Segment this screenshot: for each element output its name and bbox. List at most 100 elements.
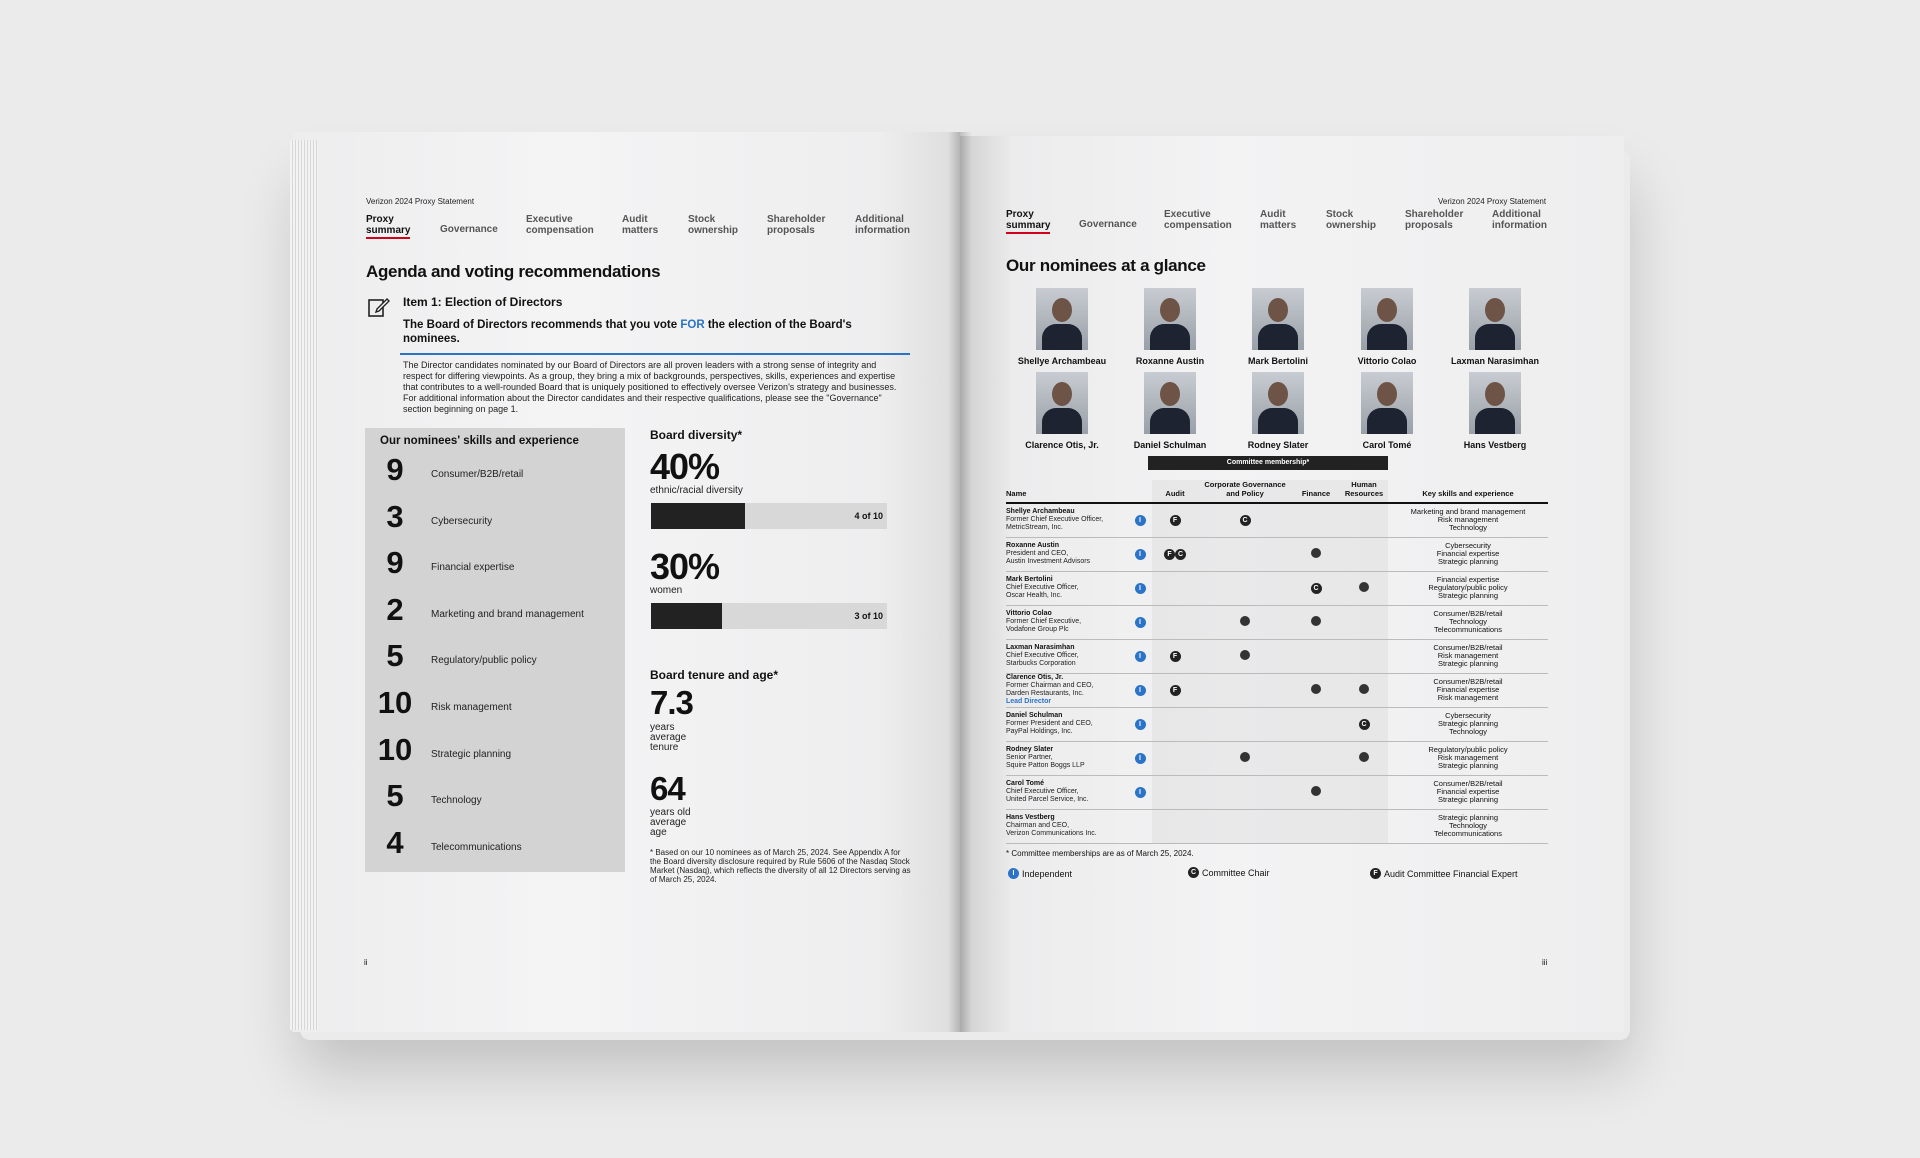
skill-label: Financial expertise bbox=[431, 562, 515, 574]
skill-row: 2 Marketing and brand management bbox=[365, 592, 625, 638]
skills-cell: Consumer/B2B/retail Financial expertise … bbox=[1388, 775, 1548, 810]
nominee-name: Vittorio Colao bbox=[1357, 356, 1417, 366]
row-org: Vodafone Group Plc bbox=[1006, 626, 1069, 633]
chair-icon: C bbox=[1188, 867, 1199, 878]
tab-additional-information[interactable]: Additional information bbox=[1492, 209, 1547, 231]
skills-title: Our nominees' skills and experience bbox=[380, 435, 579, 447]
skill-label: Strategic planning bbox=[431, 748, 512, 760]
skill-row: 10 Strategic planning bbox=[365, 732, 625, 778]
tab-executive-compensation[interactable]: Executive compensation bbox=[526, 214, 594, 236]
tab-governance[interactable]: Governance bbox=[1079, 219, 1137, 230]
member-dot bbox=[1240, 616, 1250, 626]
col-audit: Audit bbox=[1152, 480, 1198, 504]
member-dot bbox=[1240, 650, 1250, 660]
skill-label: Technology bbox=[431, 795, 482, 807]
audit-cell bbox=[1152, 571, 1198, 606]
nominee-name: Shellye Archambeau bbox=[1017, 356, 1107, 366]
tab-proxy-summary[interactable]: Proxy summary bbox=[366, 214, 411, 239]
recommendation: The Board of Directors recommends that y… bbox=[403, 318, 903, 346]
nominee-name: Hans Vestberg bbox=[1463, 440, 1527, 450]
hr-cell bbox=[1340, 537, 1388, 572]
row-role: Chairman and CEO, bbox=[1006, 822, 1070, 829]
tab-shareholder-proposals[interactable]: Shareholder proposals bbox=[1405, 209, 1464, 231]
skill-row: 5 Technology bbox=[365, 778, 625, 824]
doc-title: Verizon 2024 Proxy Statement bbox=[1438, 197, 1547, 206]
skills-cell: Regulatory/public policy Risk management… bbox=[1388, 741, 1548, 776]
independent-cell: I bbox=[1128, 605, 1152, 640]
row-org: Darden Restaurants, Inc. bbox=[1006, 690, 1084, 697]
skill-count: 4 bbox=[386, 824, 404, 860]
recommend-text: The Board of Directors recommends that y… bbox=[403, 319, 681, 331]
skill-count: 5 bbox=[386, 778, 404, 814]
tab-stock-ownership[interactable]: Stock ownership bbox=[688, 214, 739, 236]
row-role: Former President and CEO, bbox=[1006, 720, 1093, 727]
skill-count: 2 bbox=[386, 591, 404, 627]
independent-cell: I bbox=[1128, 571, 1152, 606]
page-edges bbox=[290, 140, 318, 1030]
chair-icon: C bbox=[1358, 718, 1370, 730]
nominee-name: Clarence Otis, Jr. bbox=[1025, 440, 1099, 450]
women-percent: 30% bbox=[650, 546, 720, 587]
legend-chair: C Committee Chair bbox=[1188, 867, 1270, 878]
cgp-cell bbox=[1198, 639, 1292, 674]
ethnic-bar: 4 of 10 bbox=[651, 503, 887, 529]
page-heading: Our nominees at a glance bbox=[1006, 256, 1206, 275]
finance-cell bbox=[1292, 707, 1340, 742]
doc-title: Verizon 2024 Proxy Statement bbox=[366, 197, 475, 206]
page-number: ii bbox=[364, 958, 368, 967]
tenure-caption: years average tenure bbox=[650, 722, 687, 753]
chair-icon: C bbox=[1175, 548, 1186, 560]
row-name: Laxman Narasimhan bbox=[1006, 644, 1075, 651]
independent-cell: I bbox=[1128, 775, 1152, 810]
skill-row: 5 Regulatory/public policy bbox=[365, 638, 625, 684]
footnote: * Based on our 10 nominees as of March 2… bbox=[650, 848, 911, 884]
tab-governance[interactable]: Governance bbox=[440, 224, 498, 235]
hr-cell: C bbox=[1340, 707, 1388, 742]
skill-row: 9 Consumer/B2B/retail bbox=[365, 452, 625, 498]
independent-icon: I bbox=[1134, 684, 1146, 696]
skill-count: 9 bbox=[386, 452, 404, 487]
tab-additional-information[interactable]: Additional information bbox=[855, 214, 910, 236]
page-number: iii bbox=[1542, 958, 1548, 967]
independent-icon: I bbox=[1134, 718, 1146, 730]
nominee-photo bbox=[1144, 288, 1196, 350]
tab-executive-compensation[interactable]: Executive compensation bbox=[1164, 209, 1232, 231]
diversity-title: Board diversity* bbox=[650, 428, 743, 442]
nominee-photo bbox=[1252, 372, 1304, 434]
nominee-cell: Rodney Slater Senior Partner, Squire Pat… bbox=[1006, 741, 1128, 776]
row-name: Daniel Schulman bbox=[1006, 712, 1063, 719]
tab-audit-matters[interactable]: Audit matters bbox=[622, 214, 659, 236]
audit-cell: F bbox=[1152, 503, 1198, 538]
nominee-cell: Mark Bertolini Chief Executive Officer, … bbox=[1006, 571, 1128, 606]
women-caption: women bbox=[650, 585, 683, 596]
row-role: Former Chairman and CEO, bbox=[1006, 682, 1094, 689]
skill-label: Regulatory/public policy bbox=[431, 655, 537, 667]
table-row: Hans Vestberg Chairman and CEO, Verizon … bbox=[1006, 809, 1548, 844]
independent-icon: I bbox=[1134, 514, 1146, 526]
tab-audit-matters[interactable]: Audit matters bbox=[1260, 209, 1297, 231]
independent-cell: I bbox=[1128, 741, 1152, 776]
financial-expert-icon: F bbox=[1370, 868, 1381, 879]
tab-stock-ownership[interactable]: Stock ownership bbox=[1326, 209, 1377, 231]
skills-panel: Our nominees' skills and experience 9 Co… bbox=[365, 428, 625, 872]
independent-cell: I bbox=[1128, 639, 1152, 674]
row-org: PayPal Holdings, Inc. bbox=[1006, 728, 1073, 735]
skill-label: Marketing and brand management bbox=[431, 608, 584, 620]
nominee-name: Carol Tomé bbox=[1362, 440, 1412, 450]
divider bbox=[400, 353, 910, 355]
tab-shareholder-proposals[interactable]: Shareholder proposals bbox=[767, 214, 826, 236]
row-role: Former Chief Executive Officer, bbox=[1006, 516, 1104, 524]
table-row: Carol Tomé Chief Executive Officer, Unit… bbox=[1006, 775, 1548, 810]
skill-count: 5 bbox=[386, 638, 404, 674]
skills-cell: Strategic planning Technology Telecommun… bbox=[1388, 809, 1548, 844]
recommend-for: FOR bbox=[680, 319, 705, 331]
skill-count: 10 bbox=[377, 731, 413, 767]
tab-proxy-summary[interactable]: Proxy summary bbox=[1006, 209, 1051, 234]
independent-cell: I bbox=[1128, 673, 1152, 708]
nominee-cell: Daniel Schulman Former President and CEO… bbox=[1006, 707, 1128, 742]
chair-icon: C bbox=[1310, 582, 1322, 594]
finance-cell bbox=[1292, 605, 1340, 640]
row-org: Squire Patton Boggs LLP bbox=[1006, 762, 1085, 769]
row-name: Roxanne Austin bbox=[1006, 542, 1060, 549]
independent-icon: I bbox=[1134, 548, 1146, 560]
